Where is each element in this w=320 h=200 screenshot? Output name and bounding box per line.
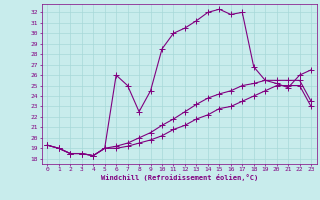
X-axis label: Windchill (Refroidissement éolien,°C): Windchill (Refroidissement éolien,°C) bbox=[100, 174, 258, 181]
